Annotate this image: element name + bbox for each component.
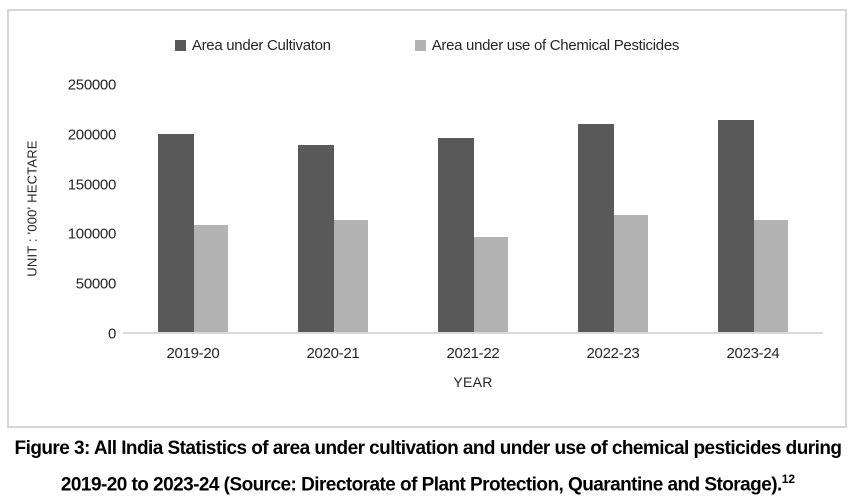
x-tick-label-2020-21: 2020-21 [306,345,360,362]
legend-swatch-cultivation-icon [174,40,186,51]
bar-pesticides-2020-21 [334,220,368,332]
y-tick-label: 250000 [67,76,117,94]
bar-cultivation-2019-20 [158,133,194,332]
bar-cultivation-2023-24 [718,119,754,332]
bar-group-2021-22 [403,85,543,332]
bar-group-2022-23 [543,85,683,332]
bar-pesticides-2023-24 [754,219,788,332]
legend-item-pesticides: Area under use of Chemical Pesticides [414,37,680,54]
x-tick-label-2021-22: 2021-22 [446,345,500,362]
plot-area [123,85,823,334]
caption-line-1: Figure 3: All India Statistics of area u… [14,438,842,459]
legend-label-pesticides: Area under use of Chemical Pesticides [431,37,680,54]
legend: Area under Cultivaton Area under use of … [9,37,845,54]
caption-line-2: 2019-20 to 2023-24 (Source: Directorate … [60,474,782,496]
figure-caption: Figure 3: All India Statistics of area u… [0,434,856,500]
chart-frame: Area under Cultivaton Area under use of … [7,9,847,428]
y-axis-tick-labels: 0 50000 100000 150000 200000 250000 [9,77,117,343]
bar-group-2023-24 [683,85,823,332]
bar-cultivation-2022-23 [578,123,614,332]
bar-cultivation-2020-21 [298,144,334,332]
x-tick-label-2023-24: 2023-24 [726,345,780,362]
caption-footnote-marker: 12 [781,472,796,486]
legend-item-cultivation: Area under Cultivaton [174,37,331,54]
y-tick-label: 150000 [67,176,117,194]
y-tick-label: 200000 [67,126,117,144]
legend-label-cultivation: Area under Cultivaton [191,37,331,54]
y-tick-label: 100000 [67,225,117,243]
bar-group-2020-21 [263,85,403,332]
bar-group-2019-20 [123,85,263,332]
y-tick-label: 50000 [75,275,117,293]
x-axis-title: YEAR [453,374,493,390]
y-tick-label: 0 [107,325,116,343]
x-tick-label-2022-23: 2022-23 [586,345,640,362]
x-tick-label-2019-20: 2019-20 [166,345,220,362]
legend-swatch-pesticides-icon [414,40,426,51]
x-axis-tick-labels: 2019-20 2020-21 2021-22 2022-23 2023-24 [123,345,823,362]
bar-pesticides-2022-23 [614,214,648,332]
bar-pesticides-2019-20 [194,225,228,332]
bar-cultivation-2021-22 [438,137,474,332]
bar-pesticides-2021-22 [474,237,508,332]
